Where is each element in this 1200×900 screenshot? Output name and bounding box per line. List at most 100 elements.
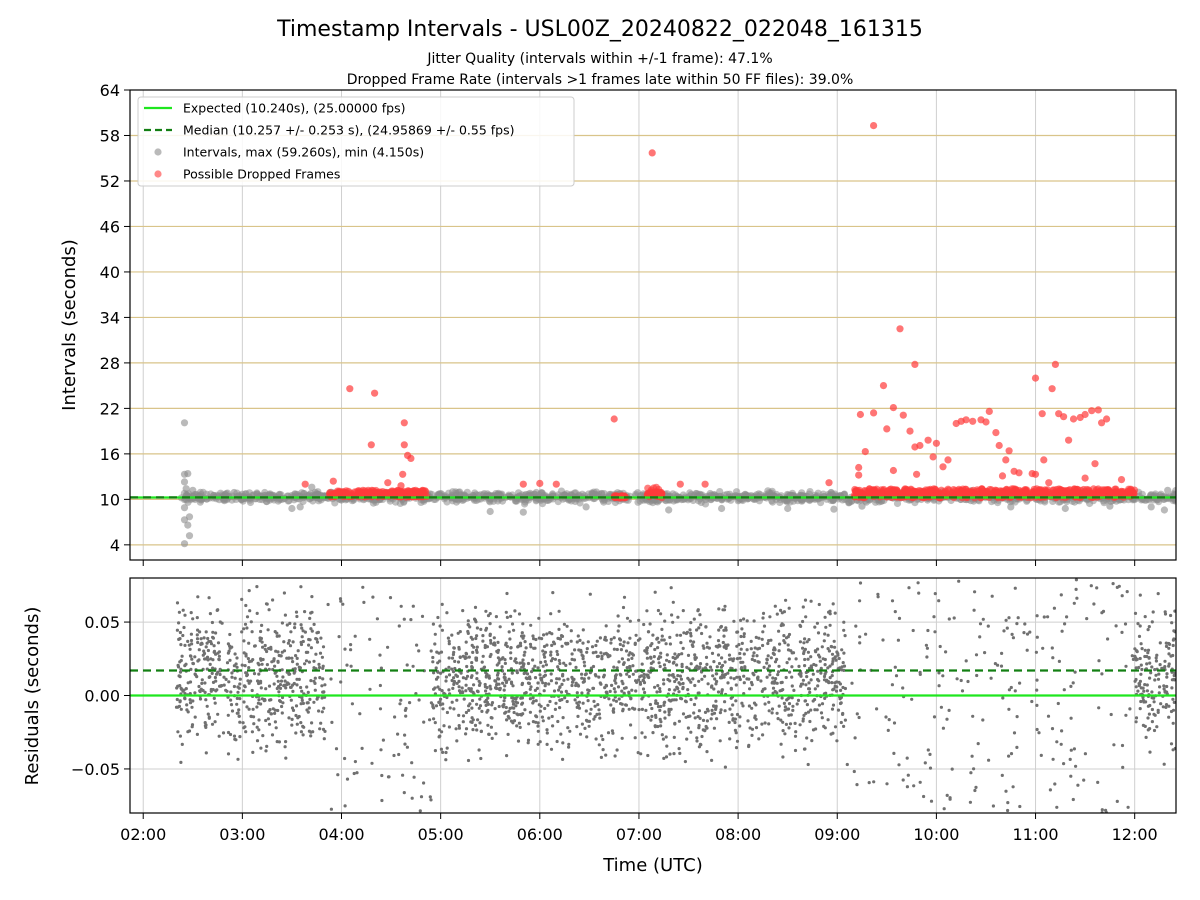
residual-point: [642, 622, 646, 627]
residual-point: [722, 634, 726, 638]
residual-point: [343, 804, 347, 808]
residual-point: [178, 630, 182, 635]
residual-point: [317, 662, 321, 667]
residual-point: [439, 697, 443, 701]
residual-point: [739, 647, 743, 651]
dropped-frame-point: [889, 404, 898, 412]
residual-point: [624, 649, 629, 653]
residual-point: [969, 771, 973, 775]
residual-point: [781, 755, 785, 759]
residual-point: [799, 684, 803, 688]
residual-point: [714, 699, 718, 703]
residual-point: [242, 684, 247, 688]
residual-point: [704, 655, 709, 660]
residual-point: [309, 734, 313, 738]
dropped-frame-point: [1005, 447, 1013, 455]
residual-point: [308, 616, 312, 621]
residual-point: [609, 703, 613, 707]
residual-point: [634, 679, 638, 683]
residual-point: [353, 634, 357, 638]
residual-point: [1072, 747, 1076, 751]
residual-point: [503, 711, 507, 715]
residual-point: [237, 714, 241, 718]
residual-point: [830, 681, 834, 685]
dropped-frame-point: [932, 439, 941, 447]
residual-point: [229, 703, 234, 707]
residual-point: [544, 681, 548, 686]
residual-point: [247, 641, 251, 645]
residual-point: [932, 615, 936, 619]
residual-point: [842, 724, 846, 729]
residual-point: [604, 753, 608, 757]
residual-point: [716, 639, 721, 643]
residual-point: [259, 702, 263, 706]
residual-point: [622, 640, 626, 644]
residual-point: [211, 688, 215, 692]
residual-point: [207, 596, 211, 600]
residual-point: [653, 685, 657, 689]
residual-point: [593, 715, 597, 719]
residual-point: [893, 665, 897, 669]
residual-point: [267, 684, 272, 688]
residual-point: [664, 642, 668, 646]
residual-point: [545, 632, 549, 636]
residual-point: [1120, 594, 1124, 598]
residual-point: [289, 685, 293, 690]
residual-point: [444, 675, 448, 679]
residual-point: [501, 656, 505, 660]
residual-point: [522, 671, 526, 676]
residual-point: [767, 722, 771, 726]
residual-point: [196, 640, 200, 645]
residual-point: [643, 690, 647, 695]
residual-point: [612, 710, 616, 714]
residual-point: [288, 621, 292, 626]
residual-point: [280, 704, 284, 709]
residual-point: [731, 703, 735, 707]
residual-point: [265, 744, 269, 749]
residual-point: [556, 719, 560, 724]
residual-point: [511, 699, 515, 704]
residual-point: [656, 724, 660, 729]
residual-point: [336, 773, 340, 777]
residual-point: [675, 685, 679, 689]
residual-point: [179, 760, 183, 765]
residual-point: [653, 647, 657, 652]
residual-point: [655, 690, 659, 694]
residual-point: [193, 715, 197, 719]
residual-point: [615, 666, 619, 670]
residual-point: [191, 699, 195, 703]
residual-point: [807, 687, 812, 691]
residual-point: [955, 677, 959, 681]
residual-point: [278, 699, 283, 704]
residual-point: [649, 666, 653, 670]
residual-point: [580, 672, 584, 676]
residual-point: [759, 679, 763, 683]
residual-point: [726, 681, 730, 685]
residual-point: [799, 674, 803, 678]
residual-point: [695, 739, 699, 743]
dropped-frame-point: [1038, 410, 1046, 418]
dropped-frame-point: [921, 488, 929, 497]
residual-point: [441, 707, 445, 711]
residual-point: [776, 673, 780, 677]
residual-point: [757, 660, 761, 664]
residual-point: [549, 612, 553, 616]
residual-point: [248, 609, 252, 613]
residual-point: [667, 688, 672, 692]
residual-point: [484, 703, 488, 708]
dropped-frame-point: [397, 482, 405, 490]
residual-point: [781, 688, 785, 692]
residual-point: [699, 743, 703, 747]
residual-point: [402, 791, 406, 795]
residual-point: [720, 656, 724, 660]
residual-point: [518, 725, 522, 730]
residual-point: [1159, 702, 1163, 706]
residual-point: [307, 643, 311, 647]
residual-point: [710, 651, 715, 656]
residual-point: [516, 739, 521, 743]
residual-point: [178, 700, 182, 704]
residual-point: [719, 708, 723, 712]
residual-point: [224, 688, 228, 692]
residual-point: [301, 724, 305, 729]
residual-point: [668, 642, 673, 646]
